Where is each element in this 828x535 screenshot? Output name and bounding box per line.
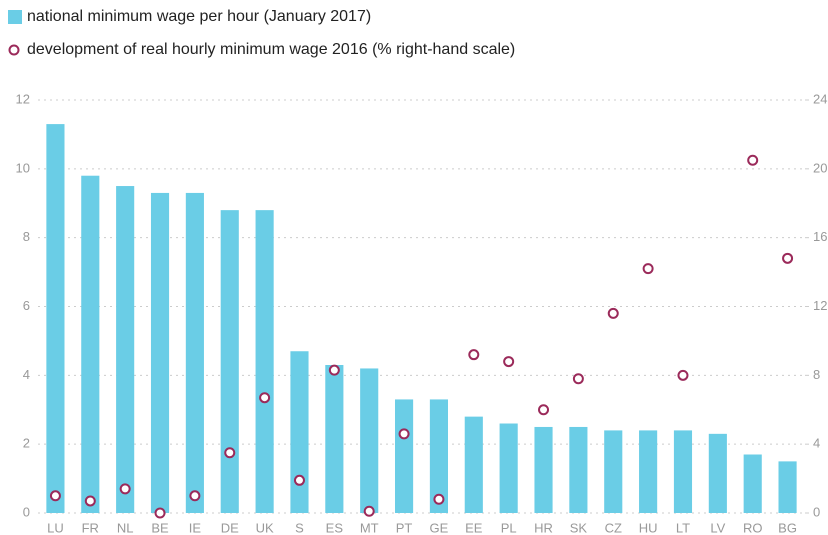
- legend-label: development of real hourly minimum wage …: [27, 41, 515, 58]
- x-tick-label: IE: [189, 520, 202, 535]
- bar: [185, 192, 204, 514]
- marker: [259, 392, 271, 404]
- y2-tick-label: 0: [813, 504, 820, 519]
- bar: [150, 192, 170, 514]
- x-tick-label: LT: [676, 520, 690, 535]
- bar: [220, 210, 239, 513]
- bar: [360, 368, 379, 513]
- legend-swatch: [8, 10, 22, 24]
- legend-swatch: [8, 44, 20, 56]
- y2-tick-label: 16: [813, 229, 827, 244]
- bar: [255, 210, 274, 513]
- x-tick-label: SK: [570, 520, 588, 535]
- legend-label: national minimum wage per hour (January …: [27, 8, 371, 25]
- y2-tick-label: 4: [813, 436, 820, 451]
- bar: [778, 461, 797, 513]
- y-tick-label: 6: [23, 298, 30, 313]
- y-tick-label: 12: [16, 91, 30, 106]
- marker: [293, 474, 305, 486]
- marker: [189, 490, 201, 502]
- x-tick-label: EE: [465, 520, 483, 535]
- marker: [677, 369, 689, 381]
- x-tick-label: GE: [430, 520, 449, 535]
- y-tick-label: 0: [23, 504, 30, 519]
- marker: [433, 493, 445, 505]
- marker: [503, 356, 515, 368]
- bar: [290, 351, 309, 513]
- bar: [499, 423, 518, 513]
- bar: [569, 426, 588, 513]
- bar: [429, 399, 448, 513]
- bar: [639, 430, 658, 513]
- marker: [363, 505, 375, 517]
- bar: [46, 124, 65, 513]
- x-tick-label: FR: [82, 520, 99, 535]
- x-tick-label: LU: [47, 520, 64, 535]
- y-tick-label: 2: [23, 436, 30, 451]
- x-tick-label: DE: [221, 520, 239, 535]
- x-tick-label: ES: [326, 520, 344, 535]
- bar: [325, 365, 344, 513]
- bar: [81, 175, 100, 513]
- bar: [708, 433, 727, 513]
- y2-tick-label: 20: [813, 160, 827, 175]
- x-tick-label: S: [295, 520, 304, 535]
- bar: [743, 454, 762, 513]
- marker: [642, 263, 654, 275]
- marker: [49, 490, 61, 502]
- marker: [468, 349, 480, 361]
- x-tick-label: MT: [360, 520, 379, 535]
- x-tick-label: UK: [256, 520, 274, 535]
- marker: [328, 364, 340, 376]
- bar: [673, 430, 693, 513]
- marker: [398, 428, 410, 440]
- x-tick-label: BG: [778, 520, 797, 535]
- bar: [464, 416, 483, 513]
- x-tick-label: RO: [743, 520, 763, 535]
- y2-tick-label: 12: [813, 298, 827, 313]
- marker: [119, 483, 131, 495]
- bar: [395, 399, 414, 513]
- x-tick-label: NL: [117, 520, 134, 535]
- marker: [154, 507, 166, 519]
- x-tick-label: PL: [501, 520, 517, 535]
- bar: [604, 430, 623, 513]
- bar: [116, 186, 135, 513]
- y2-tick-label: 8: [813, 367, 820, 382]
- y2-tick-label: 24: [813, 91, 827, 106]
- y-tick-label: 10: [16, 160, 30, 175]
- marker: [538, 404, 550, 416]
- x-tick-label: BE: [151, 520, 169, 535]
- x-tick-label: CZ: [605, 520, 622, 535]
- bar: [534, 426, 553, 513]
- y-tick-label: 4: [23, 367, 30, 382]
- x-tick-label: PT: [396, 520, 413, 535]
- marker: [572, 373, 584, 385]
- marker: [782, 252, 794, 264]
- marker: [84, 495, 96, 507]
- marker: [224, 447, 236, 459]
- y-tick-label: 8: [23, 229, 30, 244]
- marker: [607, 307, 619, 319]
- x-tick-label: HU: [639, 520, 658, 535]
- x-tick-label: HR: [534, 520, 553, 535]
- x-tick-label: LV: [710, 520, 725, 535]
- marker: [747, 154, 759, 166]
